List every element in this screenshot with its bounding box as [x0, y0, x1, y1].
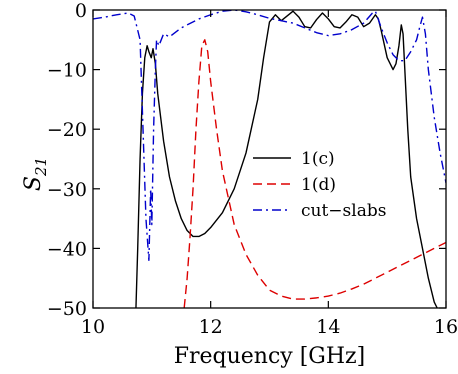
- series-line-1: [135, 10, 438, 308]
- ticks-layer: 10 12 14 16 0 −10 −20 −30 −40 −50: [47, 0, 458, 338]
- y-axis-title: S21: [21, 157, 50, 191]
- legend-label-3: cut−slabs: [301, 201, 386, 221]
- x-tick-label: 14: [316, 316, 340, 338]
- plot-frame: [92, 9, 447, 309]
- series-layer: [93, 10, 446, 308]
- y-tick-label: −50: [47, 298, 87, 320]
- x-axis-title: Frequency [GHz]: [174, 344, 366, 369]
- legend-label-2: 1(d): [301, 175, 336, 195]
- legend-label-1: 1(c): [301, 149, 335, 169]
- y-tick-label: −20: [47, 119, 87, 141]
- y-tick-label: 0: [75, 0, 87, 22]
- series-line-3: [93, 10, 446, 262]
- y-tick-label: −40: [47, 238, 87, 260]
- x-tick-label: 10: [81, 316, 105, 338]
- y-axis-title-sub: 21: [32, 157, 50, 177]
- y-axis-title-main: S: [21, 176, 46, 191]
- legend: 1(c) 1(d) cut−slabs: [253, 149, 386, 221]
- x-tick-label: 16: [434, 316, 458, 338]
- y-tick-label: −30: [47, 179, 87, 201]
- y-tick-label: −10: [47, 60, 87, 82]
- series-line-2: [183, 39, 446, 308]
- x-tick-label: 12: [199, 316, 223, 338]
